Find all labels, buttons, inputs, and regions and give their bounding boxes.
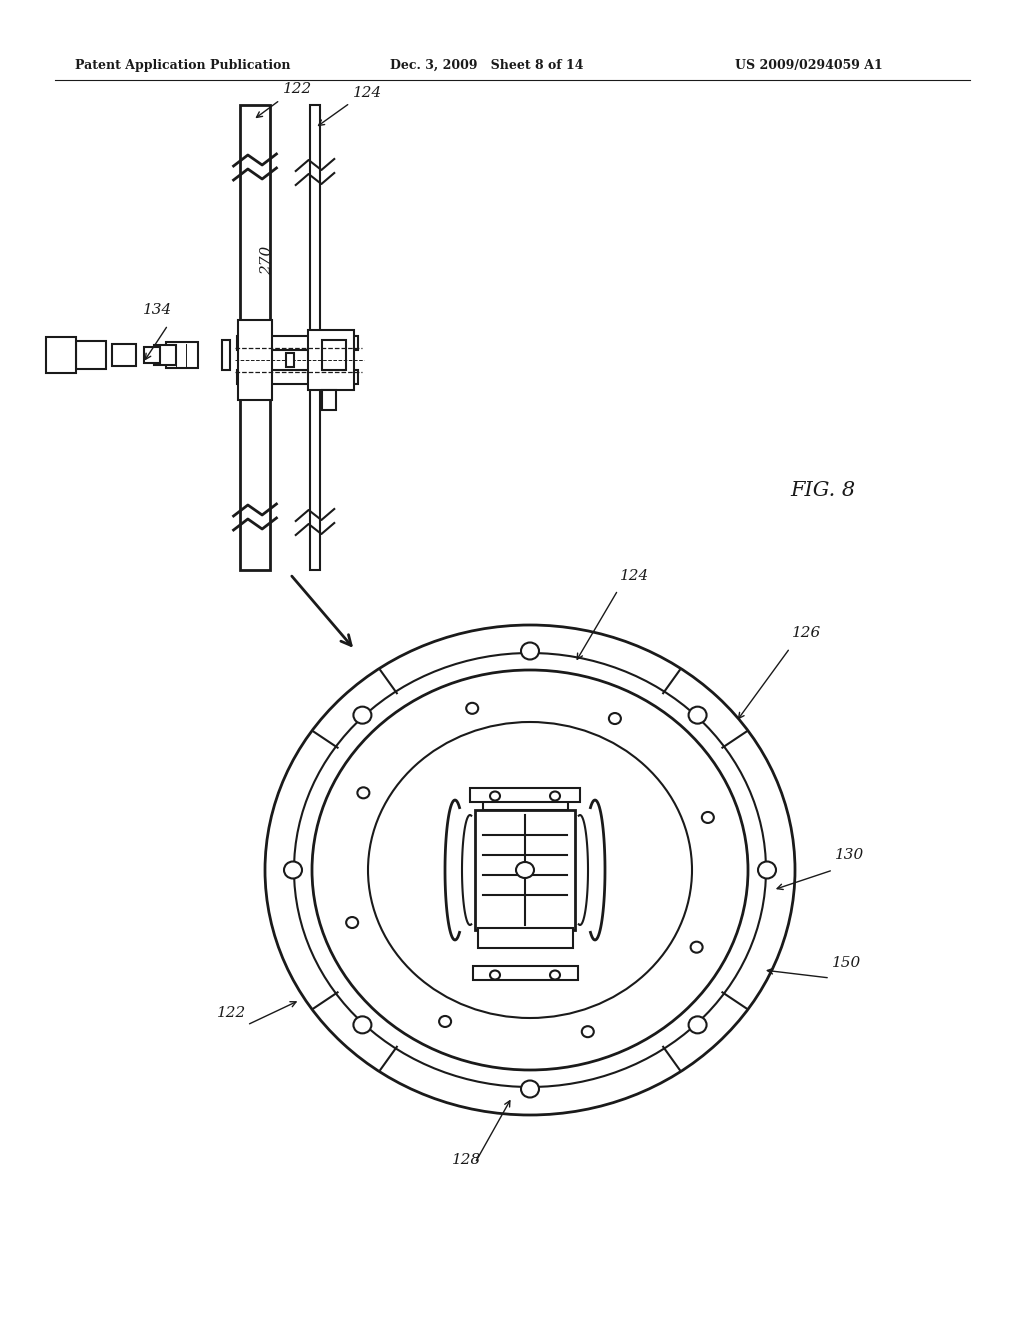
Ellipse shape <box>265 624 795 1115</box>
Ellipse shape <box>353 1016 372 1034</box>
Text: 128: 128 <box>452 1152 481 1167</box>
Text: 270: 270 <box>260 246 274 275</box>
Ellipse shape <box>516 862 534 878</box>
Ellipse shape <box>688 1016 707 1034</box>
Bar <box>144 347 160 363</box>
Ellipse shape <box>688 706 707 723</box>
Ellipse shape <box>550 970 560 979</box>
Text: Dec. 3, 2009   Sheet 8 of 14: Dec. 3, 2009 Sheet 8 of 14 <box>390 58 584 71</box>
Bar <box>472 966 578 979</box>
Text: 126: 126 <box>792 626 821 640</box>
Text: 124: 124 <box>620 569 649 583</box>
Text: 124: 124 <box>353 86 382 100</box>
Bar <box>237 337 358 350</box>
Ellipse shape <box>353 706 372 723</box>
Ellipse shape <box>466 702 478 714</box>
Ellipse shape <box>582 1026 594 1038</box>
Bar <box>470 788 580 803</box>
Bar <box>322 389 336 411</box>
Ellipse shape <box>758 862 776 879</box>
Ellipse shape <box>521 643 539 660</box>
Text: 122: 122 <box>217 1006 246 1020</box>
Ellipse shape <box>690 941 702 953</box>
Ellipse shape <box>346 917 358 928</box>
Bar <box>238 319 272 400</box>
Ellipse shape <box>550 792 560 800</box>
Bar <box>482 792 567 810</box>
Text: US 2009/0294059 A1: US 2009/0294059 A1 <box>735 58 883 71</box>
Ellipse shape <box>357 787 370 799</box>
Ellipse shape <box>490 792 500 800</box>
Text: 150: 150 <box>831 956 861 970</box>
Text: 134: 134 <box>143 304 172 317</box>
Ellipse shape <box>609 713 621 725</box>
Bar <box>240 106 270 570</box>
Ellipse shape <box>284 862 302 879</box>
Ellipse shape <box>368 722 692 1018</box>
Bar <box>76 341 106 370</box>
Ellipse shape <box>490 970 500 979</box>
Ellipse shape <box>312 671 748 1071</box>
Bar <box>308 330 354 389</box>
Text: Patent Application Publication: Patent Application Publication <box>75 58 291 71</box>
Ellipse shape <box>701 812 714 822</box>
Bar <box>46 337 76 374</box>
Bar <box>477 928 572 948</box>
Bar <box>475 810 575 931</box>
Bar <box>286 352 294 367</box>
Bar <box>166 342 198 368</box>
Text: FIG. 8: FIG. 8 <box>790 480 855 499</box>
Text: 130: 130 <box>835 847 864 862</box>
Bar <box>112 345 136 366</box>
Text: 122: 122 <box>283 82 312 96</box>
Ellipse shape <box>294 653 766 1086</box>
Bar <box>222 341 230 370</box>
Bar <box>310 106 319 570</box>
Ellipse shape <box>521 1081 539 1097</box>
Bar <box>154 345 176 366</box>
Bar <box>322 341 346 370</box>
Bar <box>237 370 358 384</box>
Ellipse shape <box>439 1016 452 1027</box>
